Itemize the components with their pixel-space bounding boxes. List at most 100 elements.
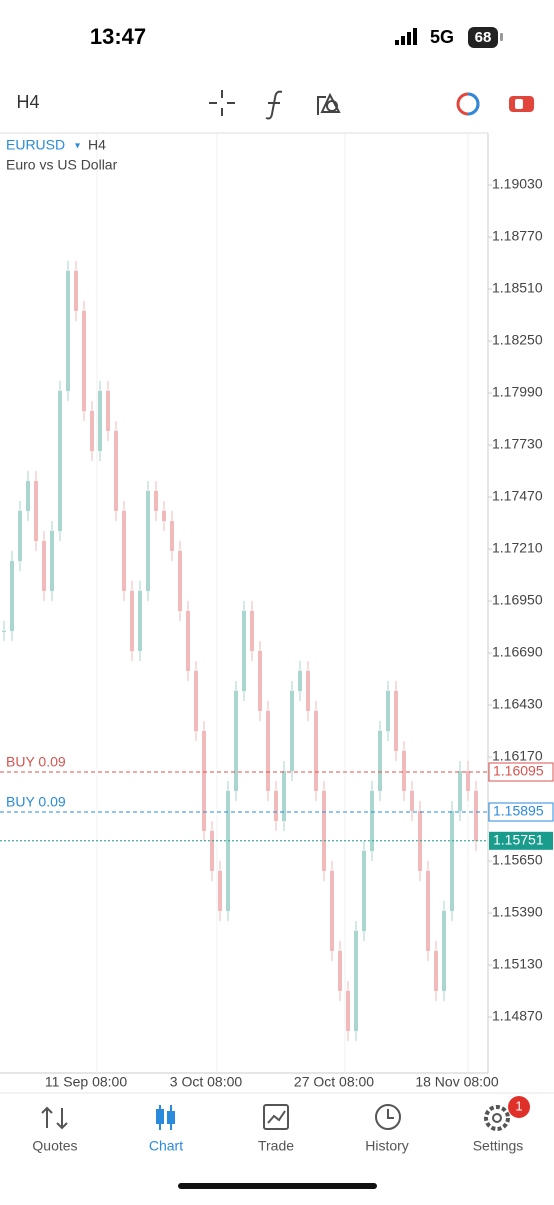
toolbar-icons bbox=[209, 90, 534, 120]
candle bbox=[402, 751, 406, 791]
badge bbox=[508, 1096, 530, 1118]
settings-icon bbox=[484, 1105, 510, 1131]
indicators-icon[interactable] bbox=[265, 90, 283, 120]
candle bbox=[450, 811, 454, 911]
y-tick-label: 1.17990 bbox=[492, 384, 543, 400]
nav-tab[interactable]: Settings bbox=[473, 1138, 524, 1154]
x-tick-label: 11 Sep 08:00 bbox=[45, 1074, 127, 1090]
nav-tab[interactable]: Chart bbox=[149, 1138, 183, 1154]
candle bbox=[386, 691, 390, 731]
candle bbox=[306, 671, 310, 711]
network: 5G bbox=[430, 27, 454, 47]
candle bbox=[258, 651, 262, 711]
bid-box bbox=[489, 831, 553, 850]
y-tick-label: 1.15650 bbox=[492, 852, 543, 868]
candle bbox=[338, 951, 342, 991]
candle bbox=[74, 271, 78, 311]
signal-icon bbox=[395, 28, 417, 45]
nav-tab[interactable]: History bbox=[365, 1138, 409, 1154]
candle bbox=[58, 391, 62, 531]
candle bbox=[442, 911, 446, 991]
price-box bbox=[488, 802, 554, 822]
y-tick-label: 1.14870 bbox=[492, 1008, 543, 1024]
candle bbox=[434, 951, 438, 991]
candle bbox=[98, 391, 102, 451]
battery-level: 68 bbox=[475, 29, 492, 46]
candle bbox=[410, 791, 414, 811]
price-box bbox=[488, 762, 554, 782]
candle bbox=[346, 991, 350, 1031]
clock: 13:47 bbox=[90, 24, 146, 49]
candle bbox=[130, 591, 134, 651]
x-tick-label: 3 Oct 08:00 bbox=[170, 1074, 243, 1090]
timeframe-button[interactable]: H4 bbox=[16, 92, 39, 112]
candle bbox=[50, 531, 54, 591]
x-tick-label: 27 Oct 08:00 bbox=[294, 1074, 374, 1090]
chart-icon bbox=[156, 1105, 175, 1130]
candle bbox=[210, 831, 214, 871]
candle bbox=[90, 411, 94, 451]
candle bbox=[122, 511, 126, 591]
y-tick-label: 1.16170 bbox=[492, 748, 543, 764]
candle bbox=[42, 541, 46, 591]
candle bbox=[162, 511, 166, 521]
candle bbox=[394, 691, 398, 751]
candle bbox=[362, 851, 366, 931]
trade-icon[interactable] bbox=[509, 96, 534, 112]
account-icon[interactable] bbox=[456, 92, 480, 116]
nav-tab[interactable]: Trade bbox=[258, 1138, 294, 1154]
candle bbox=[426, 871, 430, 951]
y-tick-label: 1.16430 bbox=[492, 696, 543, 712]
candle bbox=[18, 511, 22, 561]
candle bbox=[314, 711, 318, 791]
price-box-label: 1.15895 bbox=[493, 803, 544, 819]
y-tick-label: 1.19030 bbox=[492, 176, 543, 192]
y-tick-label: 1.18770 bbox=[492, 228, 543, 244]
candle bbox=[458, 771, 462, 811]
symbol[interactable]: EURUSD bbox=[6, 137, 65, 153]
candle bbox=[234, 691, 238, 791]
y-tick-label: 1.17730 bbox=[492, 436, 543, 452]
symbol-dropdown[interactable]: ▾ bbox=[75, 141, 80, 152]
candle bbox=[330, 871, 334, 951]
y-tick-label: 1.17210 bbox=[492, 540, 543, 556]
y-tick-label: 1.16950 bbox=[492, 592, 543, 608]
chart-timeframe: H4 bbox=[88, 137, 106, 153]
candle bbox=[354, 931, 358, 1031]
candle bbox=[474, 791, 478, 841]
symbol-description: Euro vs US Dollar bbox=[6, 157, 118, 173]
candle bbox=[218, 871, 222, 911]
candle bbox=[186, 611, 190, 671]
candle bbox=[274, 791, 278, 821]
candle bbox=[10, 561, 14, 631]
candle bbox=[82, 311, 86, 411]
nav-tab[interactable]: Quotes bbox=[32, 1138, 77, 1154]
candle bbox=[2, 631, 6, 632]
candle bbox=[34, 481, 38, 541]
y-tick-label: 1.16690 bbox=[492, 644, 543, 660]
candle bbox=[178, 551, 182, 611]
bid-label: 1.15751 bbox=[493, 832, 544, 848]
x-tick-label: 18 Nov 08:00 bbox=[415, 1074, 498, 1090]
candle bbox=[114, 431, 118, 511]
candle bbox=[378, 731, 382, 791]
candle bbox=[322, 791, 326, 871]
order-label: BUY 0.09 bbox=[6, 794, 66, 810]
candle bbox=[226, 791, 230, 911]
candle bbox=[202, 731, 206, 831]
trade-tab-icon bbox=[263, 1104, 289, 1130]
crosshair-icon[interactable] bbox=[209, 90, 235, 116]
candle bbox=[154, 491, 158, 511]
candle bbox=[290, 691, 294, 771]
y-tick-label: 1.18250 bbox=[492, 332, 543, 348]
candle bbox=[466, 771, 470, 791]
y-tick-label: 1.18510 bbox=[492, 280, 543, 296]
y-tick-label: 1.17470 bbox=[492, 488, 543, 504]
candle bbox=[106, 391, 110, 431]
objects-icon[interactable] bbox=[317, 92, 341, 115]
battery bbox=[468, 27, 498, 48]
candle bbox=[170, 521, 174, 551]
price-box-label: 1.16095 bbox=[493, 763, 544, 779]
candle bbox=[370, 791, 374, 851]
